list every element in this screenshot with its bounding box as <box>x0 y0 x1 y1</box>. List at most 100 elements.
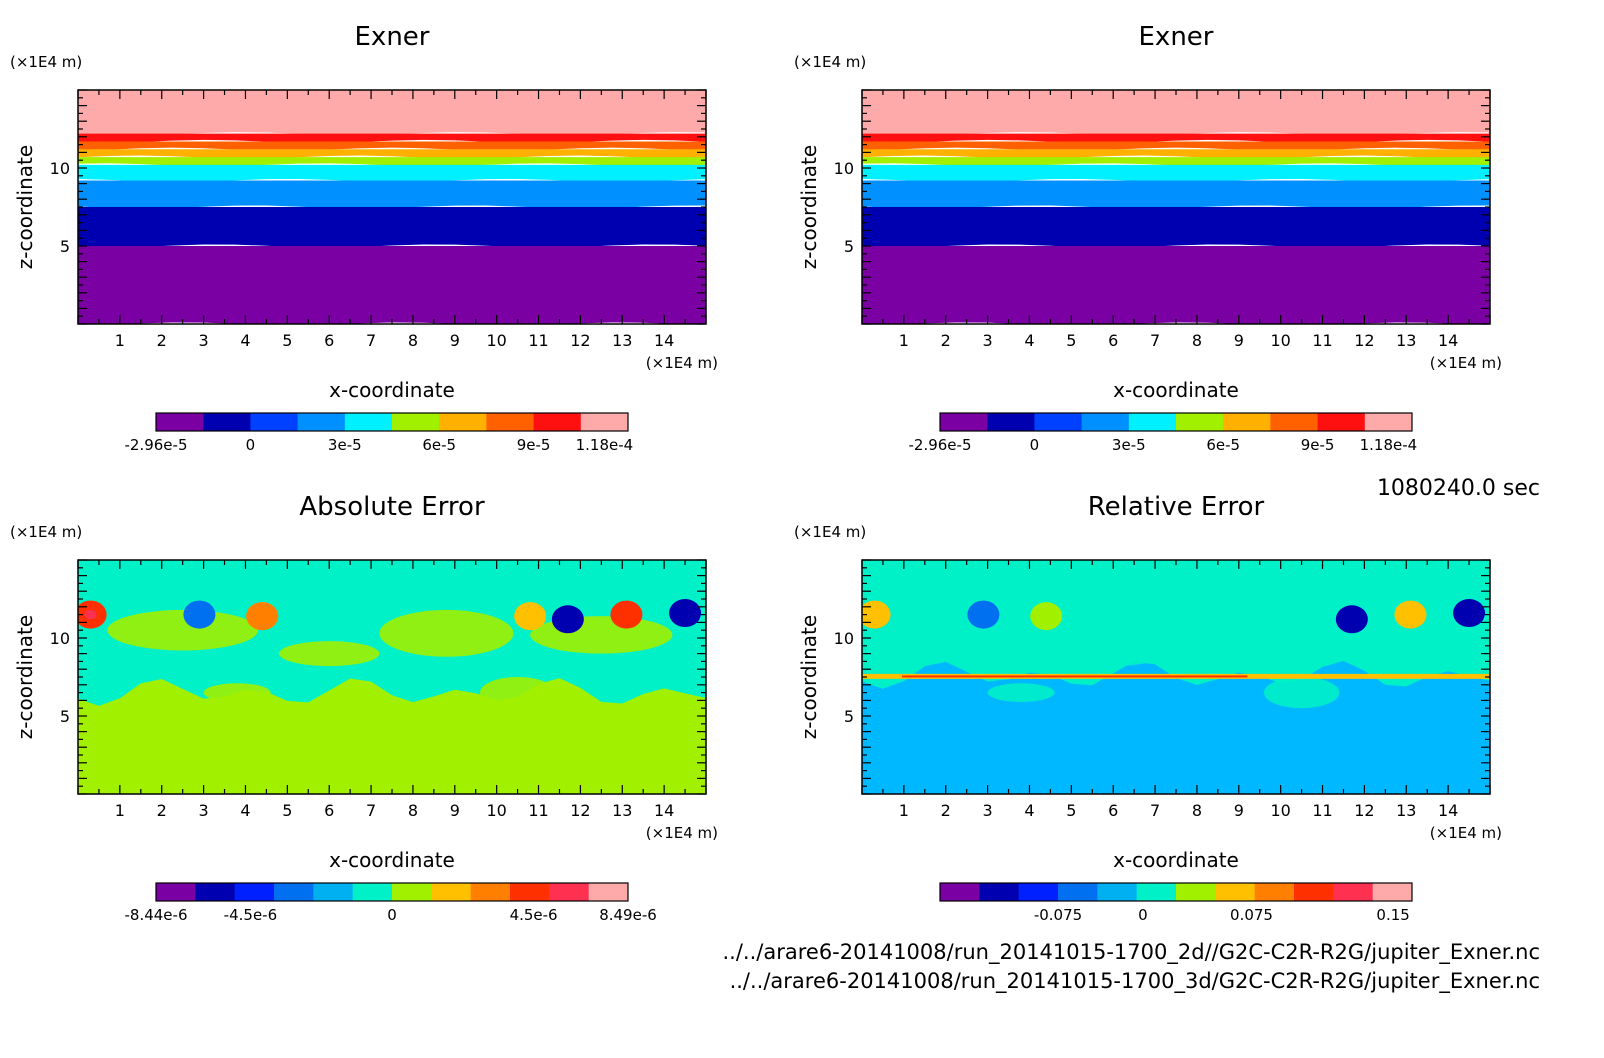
contour-band <box>862 133 1490 143</box>
x-tick-label: 11 <box>1312 801 1332 820</box>
colorbar-swatch <box>1034 413 1083 431</box>
x-tick-label: 2 <box>157 331 167 350</box>
chart-title: Absolute Error <box>299 492 485 522</box>
colorbar-tick-label: 6e-5 <box>422 436 456 454</box>
colorbar-swatch <box>297 413 346 431</box>
colorbar-frame <box>939 882 1413 902</box>
colorbar-swatch <box>940 413 988 431</box>
x-tick-label: 4 <box>1024 331 1034 350</box>
contour-line-band-core <box>902 675 1248 678</box>
plot-area <box>78 560 706 794</box>
x-tick-label: 4 <box>240 801 250 820</box>
contour-patch <box>987 683 1055 702</box>
colorbar-swatch <box>1223 413 1271 431</box>
colorbar-swatch <box>580 413 629 431</box>
y-tick-label: 5 <box>60 237 70 256</box>
colorbar-tick-label: 0.075 <box>1230 906 1273 924</box>
x-tick-label: 5 <box>282 801 292 820</box>
plot-area <box>78 90 706 324</box>
chart-title: Exner <box>1139 22 1214 52</box>
x-unit-label: (×1E4 m) <box>646 824 718 842</box>
contour-blob <box>669 599 702 628</box>
y-axis-label: z-coordinate <box>797 145 821 269</box>
colorbar-swatch <box>1317 413 1366 431</box>
colorbar-swatch <box>1058 883 1098 901</box>
x-tick-label: 3 <box>983 801 993 820</box>
contour-top <box>78 560 706 601</box>
colorbar-swatch <box>1018 883 1059 901</box>
x-tick-label: 8 <box>408 801 418 820</box>
colorbar-tick-label: 1.18e-4 <box>1360 436 1418 454</box>
y-unit-label: (×1E4 m) <box>10 523 82 541</box>
colorbar-swatch <box>156 413 204 431</box>
colorbar-swatch <box>392 413 440 431</box>
x-tick-label: 1 <box>899 801 909 820</box>
plot-area <box>862 90 1490 324</box>
x-tick-label: 12 <box>1354 331 1374 350</box>
x-tick-label: 11 <box>1312 331 1332 350</box>
contour-patch <box>1062 641 1164 667</box>
colorbar-swatch <box>510 883 550 901</box>
x-tick-label: 5 <box>1066 331 1076 350</box>
contour-blob <box>551 605 584 634</box>
plot-area <box>862 560 1490 794</box>
x-tick-label: 10 <box>486 331 506 350</box>
contour-band <box>78 180 706 209</box>
x-tick-label: 5 <box>282 331 292 350</box>
colorbar-swatch <box>588 883 629 901</box>
chart-title: Exner <box>355 22 430 52</box>
x-tick-label: 10 <box>486 801 506 820</box>
x-tick-label: 14 <box>654 801 674 820</box>
colorbar-tick-label: -4.5e-6 <box>224 906 277 924</box>
x-tick-label: 1 <box>115 801 125 820</box>
x-tick-label: 10 <box>1270 331 1290 350</box>
y-tick-label: 10 <box>50 629 70 648</box>
x-tick-label: 13 <box>612 801 632 820</box>
colorbar-swatch <box>274 883 314 901</box>
colorbar-tick-label: 1.18e-4 <box>576 436 634 454</box>
y-unit-label: (×1E4 m) <box>794 523 866 541</box>
y-tick-label: 5 <box>844 237 854 256</box>
x-axis-label: x-coordinate <box>1113 378 1239 402</box>
x-tick-label: 6 <box>1108 801 1118 820</box>
contour-band <box>78 141 706 151</box>
x-tick-label: 7 <box>366 801 376 820</box>
contour-band <box>78 90 706 136</box>
x-tick-label: 2 <box>157 801 167 820</box>
x-axis-label: x-coordinate <box>1113 848 1239 872</box>
x-tick-label: 11 <box>528 801 548 820</box>
contour-patch <box>278 641 380 667</box>
colorbar-swatch <box>431 883 472 901</box>
colorbar-swatch <box>250 413 299 431</box>
colorbar-tick-label: 4.5e-6 <box>510 906 558 924</box>
contour-blob <box>967 600 1000 629</box>
x-tick-label: 13 <box>1396 801 1416 820</box>
x-tick-label: 13 <box>612 331 632 350</box>
y-tick-label: 10 <box>834 159 854 178</box>
colorbar-swatch <box>439 413 487 431</box>
x-tick-label: 14 <box>1438 331 1458 350</box>
y-unit-label: (×1E4 m) <box>10 53 82 71</box>
x-tick-label: 5 <box>1066 801 1076 820</box>
contour-band <box>78 164 706 183</box>
contour-band <box>862 149 1490 159</box>
colorbar-swatch <box>549 883 590 901</box>
timestamp-label: 1080240.0 sec <box>1376 476 1540 501</box>
contour-blob <box>1335 605 1368 634</box>
y-tick-label: 5 <box>60 707 70 726</box>
colorbar-tick-label: -2.96e-5 <box>909 436 972 454</box>
x-tick-label: 3 <box>199 331 209 350</box>
x-tick-label: 3 <box>199 801 209 820</box>
colorbar-swatch <box>352 883 393 901</box>
contour-band <box>862 90 1490 136</box>
x-unit-label: (×1E4 m) <box>1430 354 1502 372</box>
contour-blob <box>1394 600 1427 629</box>
colorbar-swatch <box>486 413 535 431</box>
contour-blob <box>1030 602 1063 631</box>
colorbar-swatch <box>344 413 393 431</box>
contour-band <box>78 133 706 143</box>
x-tick-label: 3 <box>983 331 993 350</box>
